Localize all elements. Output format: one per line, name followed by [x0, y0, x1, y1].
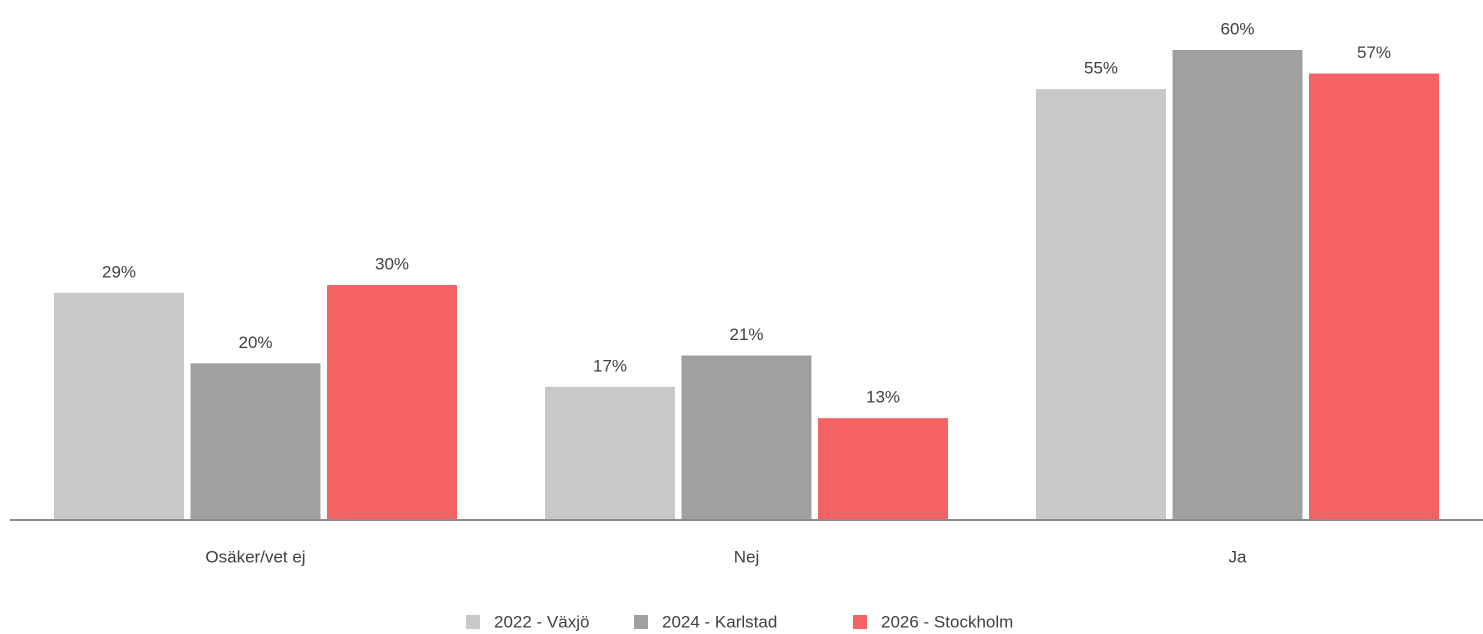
data-label: 13%	[866, 388, 900, 407]
legend-label: 2024 - Karlstad	[662, 612, 777, 631]
bar	[1036, 89, 1166, 521]
legend-label: 2026 - Stockholm	[881, 612, 1013, 631]
legend-swatch	[466, 615, 480, 629]
bar	[54, 292, 184, 520]
bar	[818, 418, 948, 520]
data-label: 55%	[1084, 59, 1118, 78]
data-label: 21%	[729, 325, 763, 344]
bar	[327, 285, 457, 520]
x-tick-label: Ja	[1229, 547, 1248, 566]
x-tick-label: Osäker/vet ej	[205, 547, 305, 566]
bar	[681, 355, 812, 520]
data-label: 20%	[238, 333, 272, 352]
bar	[545, 386, 675, 520]
legend-swatch	[853, 615, 867, 629]
data-label: 30%	[375, 254, 409, 273]
data-label: 57%	[1357, 43, 1391, 62]
bar	[1309, 73, 1439, 520]
bar	[190, 363, 321, 520]
x-tick-label: Nej	[734, 547, 760, 566]
data-label: 17%	[593, 356, 627, 375]
data-label: 60%	[1220, 19, 1254, 38]
data-label: 29%	[102, 262, 136, 281]
bar	[1172, 50, 1303, 520]
legend-swatch	[634, 615, 648, 629]
legend-label: 2022 - Växjö	[494, 612, 589, 631]
